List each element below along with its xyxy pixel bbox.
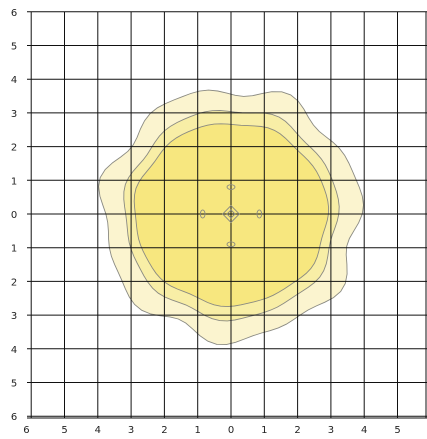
y-tick-label: 3: [11, 109, 17, 120]
y-tick-label: 2: [11, 143, 17, 154]
x-tick-label: 6: [23, 425, 29, 435]
center-ellipse-mark: [226, 241, 236, 248]
center-ellipse-mark: [256, 209, 263, 219]
center-ellipse-mark: [199, 209, 206, 219]
y-tick-label: 1: [11, 176, 17, 187]
y-tick-label: 4: [11, 345, 17, 356]
center-diamond-mark: [226, 209, 236, 219]
y-tick-label: 3: [11, 311, 17, 322]
x-tick-label: 2: [161, 425, 167, 435]
y-tick-label: 0: [11, 210, 17, 221]
x-tick-label: 1: [195, 425, 201, 435]
center-marks: [199, 184, 263, 248]
center-ellipse-mark: [226, 184, 236, 190]
x-tick-label: 5: [61, 425, 67, 435]
y-tick-label: 6: [11, 412, 17, 423]
center-diamond-mark: [222, 204, 240, 224]
x-tick-label: 4: [361, 425, 367, 435]
y-tick-label: 6: [11, 8, 17, 19]
y-tick-label: 2: [11, 277, 17, 288]
y-tick-label: 1: [11, 244, 17, 255]
x-tick-label: 5: [394, 425, 400, 435]
y-tick-labels: 6 5 4 3 2 1 0 1 2 3 4 5 6: [11, 8, 17, 423]
x-tick-label: 3: [128, 425, 134, 435]
grid-lines: [27, 11, 427, 419]
y-tick-label: 4: [11, 75, 17, 86]
x-tick-label: 3: [328, 425, 334, 435]
y-tick-label: 5: [11, 379, 17, 390]
x-tick-label: 1: [261, 425, 267, 435]
x-tick-labels: 6 5 4 3 2 1 0 1 2 3 4 5: [23, 425, 400, 436]
y-tick-label: 5: [11, 42, 17, 53]
x-tick-label: 2: [294, 425, 300, 435]
x-tick-label: 4: [95, 425, 101, 435]
x-tick-label: 0: [228, 425, 234, 435]
